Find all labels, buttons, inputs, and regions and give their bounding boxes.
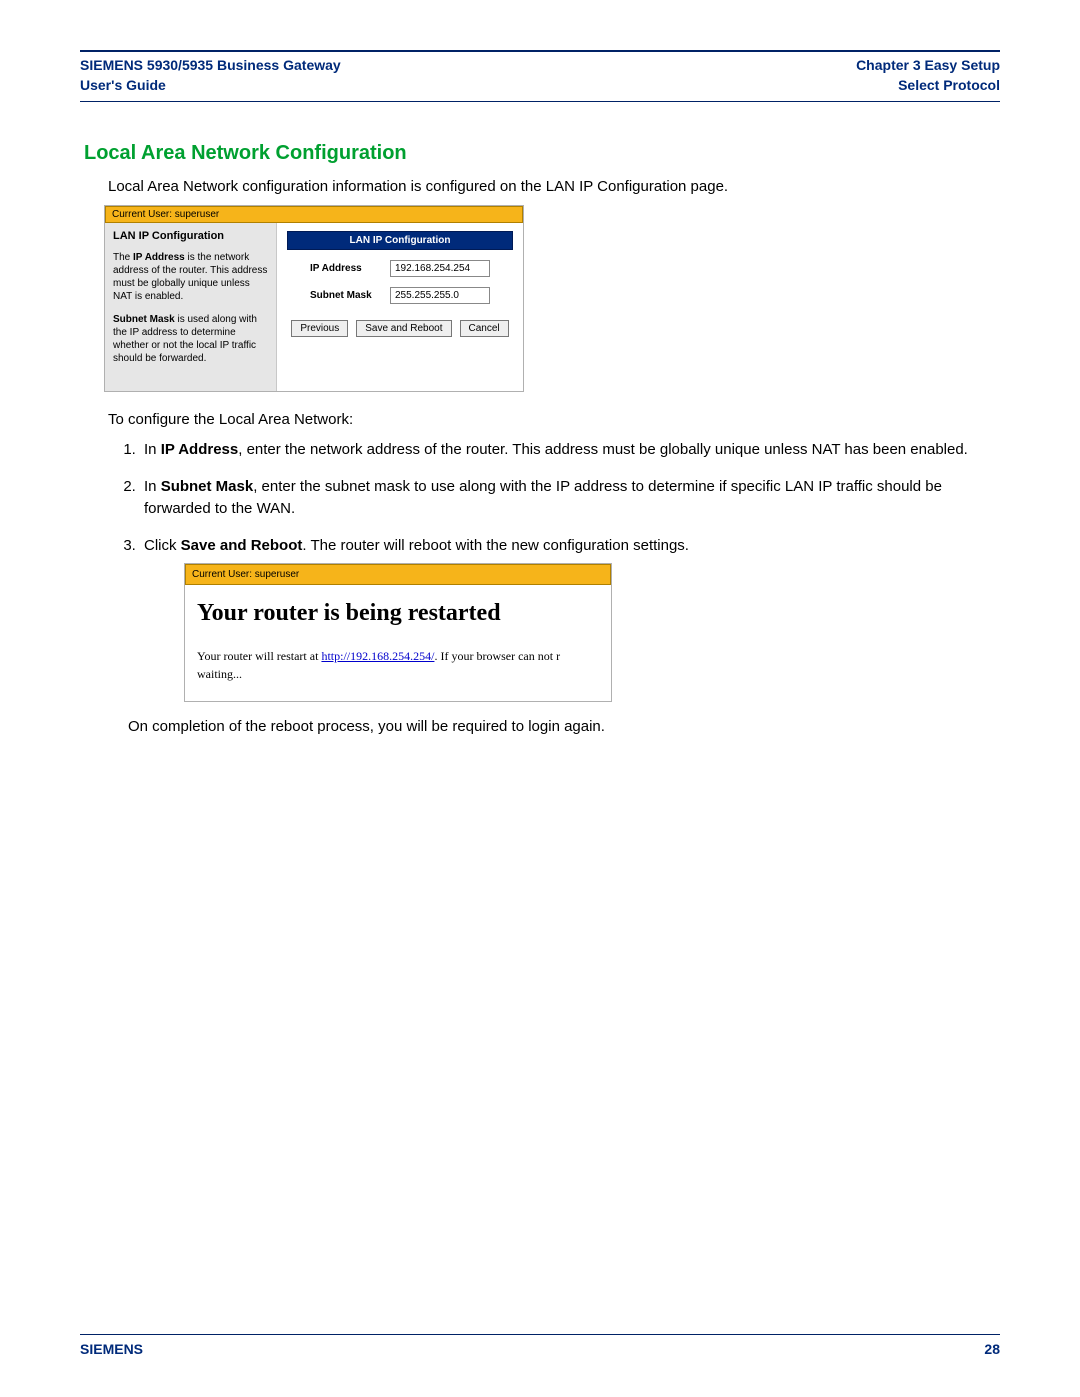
- header-right-line2: Select Protocol: [856, 76, 1000, 96]
- sidebar-title: LAN IP Configuration: [113, 229, 268, 243]
- config-sidebar: LAN IP Configuration The IP Address is t…: [105, 223, 277, 391]
- ip-address-row: IP Address: [310, 260, 490, 277]
- subnet-mask-row: Subnet Mask: [310, 287, 490, 304]
- sidebar-p2: Subnet Mask is used along with the IP ad…: [113, 313, 268, 365]
- restart-heading: Your router is being restarted: [197, 595, 599, 631]
- config-main: LAN IP Configuration IP Address Subnet M…: [277, 223, 523, 391]
- restart-screenshot: Current User: superuser Your router is b…: [184, 563, 612, 702]
- config-main-title: LAN IP Configuration: [287, 231, 513, 250]
- userbar-2: Current User: superuser: [185, 564, 611, 585]
- sidebar-p1: The IP Address is the network address of…: [113, 251, 268, 303]
- intro-text: Local Area Network configuration informa…: [108, 177, 1000, 197]
- footer-page-number: 28: [984, 1341, 1000, 1357]
- page-footer: SIEMENS 28: [80, 1334, 1000, 1357]
- section-title: Local Area Network Configuration: [84, 142, 1000, 165]
- header-left-line2: User's Guide: [80, 76, 341, 96]
- page-header: SIEMENS 5930/5935 Business Gateway User'…: [80, 56, 1000, 95]
- cancel-button[interactable]: Cancel: [460, 320, 509, 337]
- subnet-mask-label: Subnet Mask: [310, 290, 390, 301]
- step-1: In IP Address, enter the network address…: [140, 439, 1000, 462]
- ip-address-input[interactable]: [390, 260, 490, 277]
- configure-line: To configure the Local Area Network:: [108, 410, 1000, 430]
- save-reboot-button[interactable]: Save and Reboot: [356, 320, 451, 337]
- ip-address-label: IP Address: [310, 263, 390, 274]
- step-3: Click Save and Reboot. The router will r…: [140, 535, 1000, 739]
- restart-link[interactable]: http://192.168.254.254/: [321, 649, 434, 663]
- previous-button[interactable]: Previous: [291, 320, 348, 337]
- lan-config-screenshot: Current User: superuser LAN IP Configura…: [104, 205, 524, 392]
- steps-list: In IP Address, enter the network address…: [140, 439, 1000, 739]
- subnet-mask-input[interactable]: [390, 287, 490, 304]
- restart-text: Your router will restart at http://192.1…: [197, 647, 599, 683]
- header-top-rule: [80, 50, 1000, 52]
- outro-text: On completion of the reboot process, you…: [128, 716, 1000, 739]
- userbar: Current User: superuser: [105, 206, 523, 223]
- header-left-line1: SIEMENS 5930/5935 Business Gateway: [80, 56, 341, 76]
- footer-brand: SIEMENS: [80, 1341, 143, 1357]
- header-right-line1: Chapter 3 Easy Setup: [856, 56, 1000, 76]
- step-2: In Subnet Mask, enter the subnet mask to…: [140, 476, 1000, 521]
